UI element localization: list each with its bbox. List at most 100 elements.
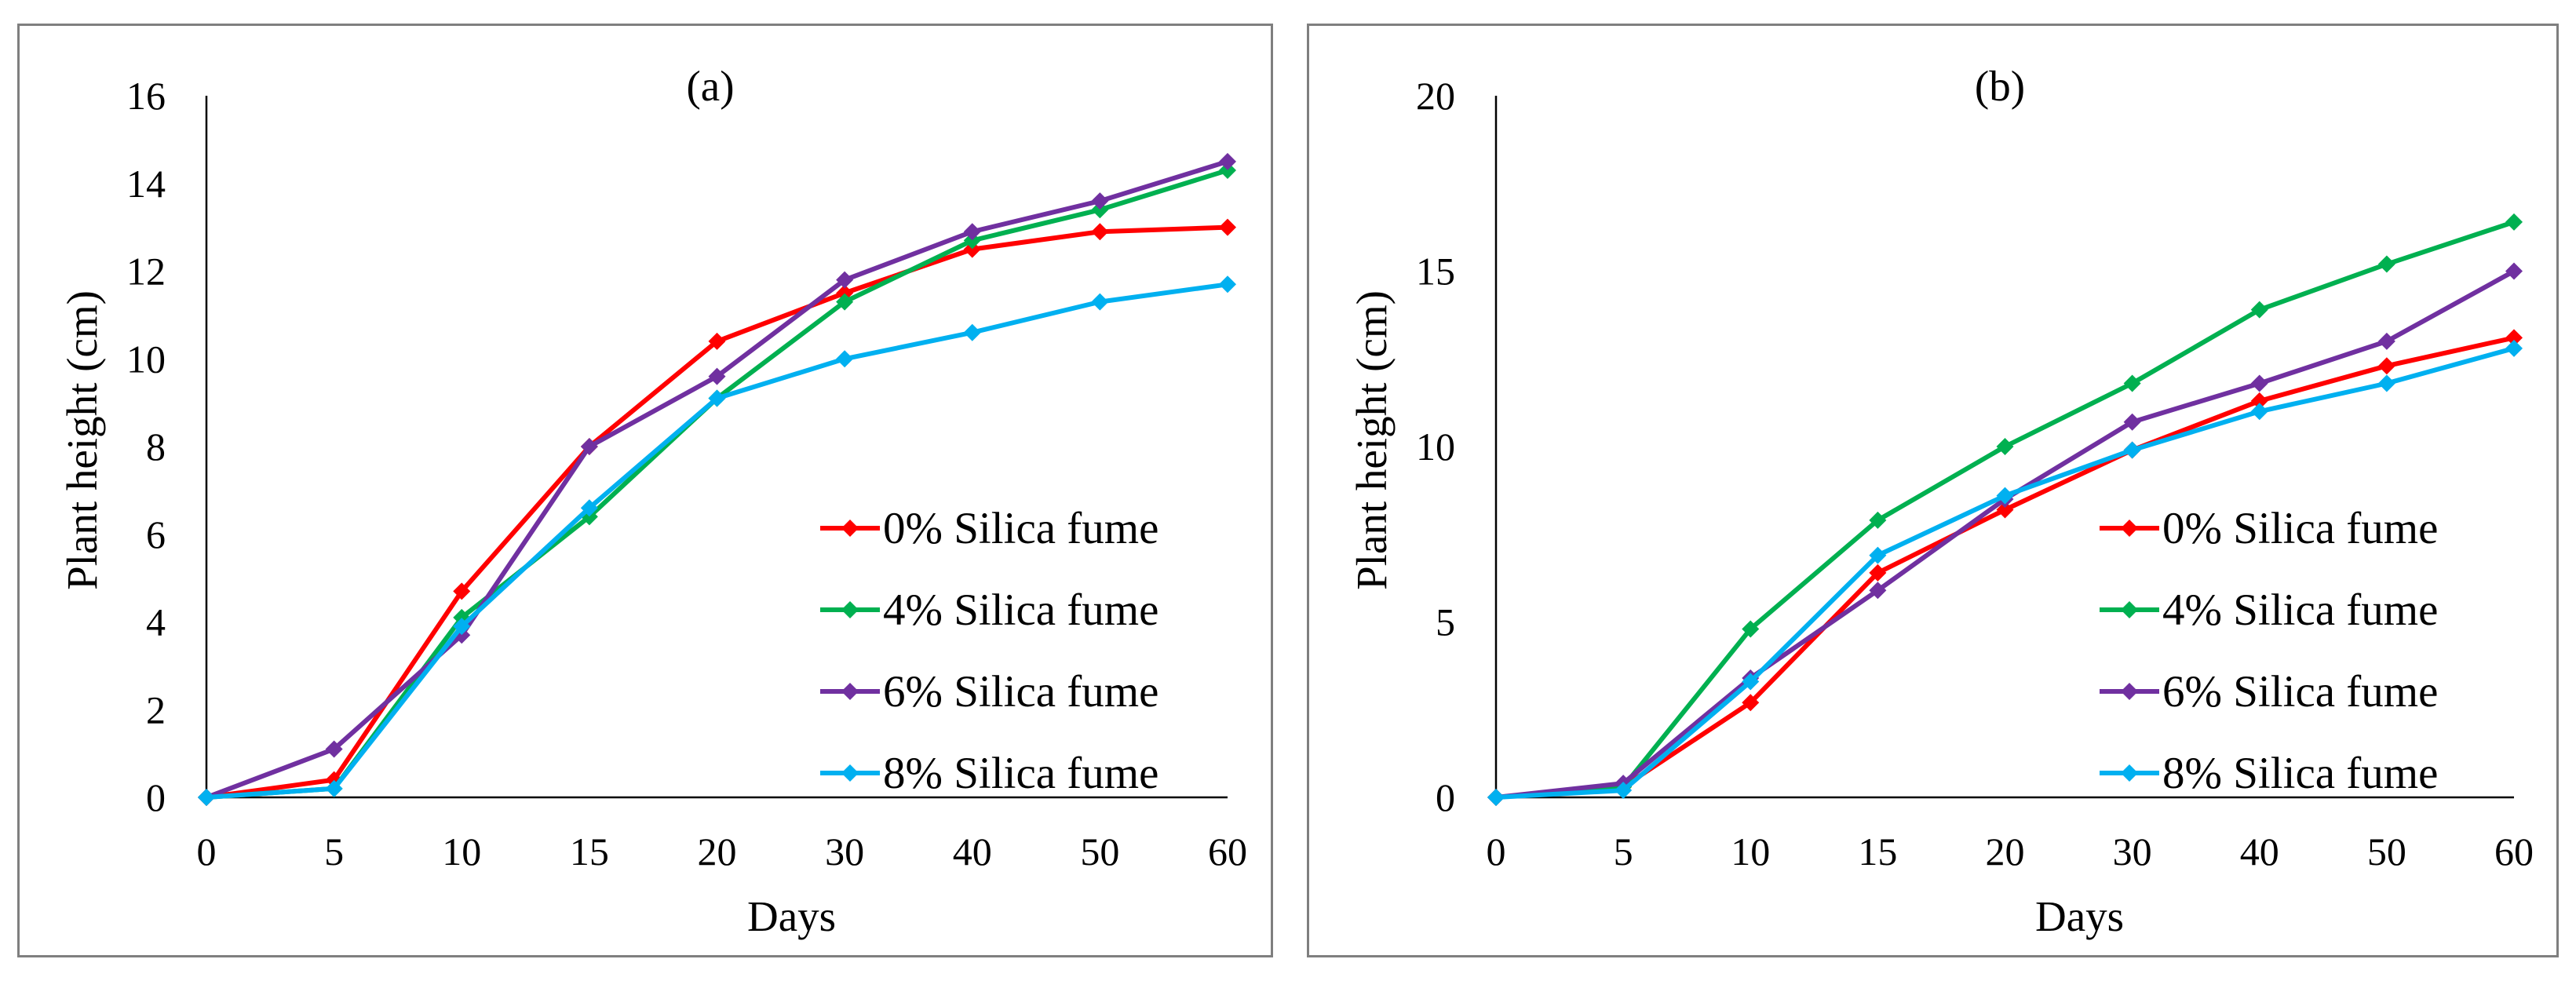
chart-a-y-tick-label: 16 (126, 74, 166, 118)
chart-b-data-point (2505, 213, 2523, 231)
chart-a-y-tick-label: 12 (126, 250, 166, 294)
chart-panel-a: 0 2 4 6 8 10 12 14 16 0 5 10 15 20 30 40 50 60 Days Plant h… (17, 24, 1273, 957)
chart-a-data-point (1091, 192, 1109, 210)
chart-a-x-tick-label: 50 (1080, 830, 1119, 873)
chart-b-legend-label: 6% Silica fume (2162, 667, 2438, 717)
chart-a-data-point (1091, 293, 1109, 311)
chart-panel-b: 0 5 10 15 20 0 5 10 15 20 30 40 50 60 Days Plant height… (1307, 24, 2559, 957)
chart-b-data-point (2123, 374, 2141, 392)
chart-a: 0 2 4 6 8 10 12 14 16 0 5 10 15 20 30 40 50 60 Days Plant h… (58, 62, 1247, 940)
chart-b-data-point (2123, 441, 2141, 459)
chart-a-legend-label: 0% Silica fume (883, 504, 1158, 553)
chart-a-data-point (1219, 275, 1236, 294)
chart-b-x-tick-label: 60 (2494, 830, 2534, 873)
chart-b-series-line (1495, 345, 2515, 800)
chart-b-legend-label: 8% Silica fume (2162, 749, 2438, 798)
chart-a-data-point (580, 499, 598, 517)
chart-a-data-point (1219, 161, 1236, 179)
chart-b-data-point (2123, 413, 2141, 431)
chart-b-data-point (1996, 501, 2014, 519)
chart-b-x-tick-label: 40 (2240, 830, 2279, 873)
chart-a-x-tick-label: 60 (1208, 830, 1247, 873)
chart-b-data-point (1742, 620, 1760, 638)
chart-b-data-point (1487, 789, 1505, 806)
chart-a-y-axis-title: Plant height (cm) (58, 290, 106, 590)
chart-a-data-point (836, 271, 854, 289)
chart-b-data-point (1996, 438, 2014, 455)
chart-a-data-point (198, 789, 215, 806)
chart-b-x-tick-label: 10 (1731, 830, 1770, 873)
chart-b-y-tick-label: 10 (1416, 425, 1455, 469)
chart-b: 0 5 10 15 20 0 5 10 15 20 30 40 50 60 Days Plant height… (1348, 62, 2534, 940)
chart-b-y-tick-label: 20 (1416, 74, 1455, 118)
chart-b-x-tick-label: 50 (2367, 830, 2406, 873)
chart-b-data-point (1742, 694, 1760, 712)
chart-b-x-tick-label: 30 (2113, 830, 2152, 873)
chart-a-x-tick-label: 20 (698, 830, 737, 873)
chart-a-x-tick-label: 0 (197, 830, 217, 873)
chart-a-data-point (1091, 201, 1109, 219)
chart-b-data-point (2377, 255, 2395, 273)
chart-a-data-point (708, 389, 726, 407)
chart-b-data-point (2250, 392, 2268, 410)
chart-b-data-point (2505, 262, 2523, 280)
chart-b-data-point (2505, 329, 2523, 347)
chart-a-data-point (1091, 223, 1109, 241)
chart-b-data-point (1869, 546, 1887, 564)
chart-a-title: (a) (686, 62, 734, 110)
chart-a-data-point (580, 438, 598, 455)
chart-b-title: (b) (1975, 62, 2025, 110)
chart-a-y-tick-label: 14 (126, 162, 166, 206)
chart-a-data-point (836, 293, 854, 311)
chart-b-data-point (1742, 673, 1760, 691)
chart-a-data-point (325, 740, 343, 758)
chart-b-legend-label: 4% Silica fume (2162, 585, 2438, 635)
chart-b-data-point (1996, 487, 2014, 505)
chart-a-legend-marker (841, 601, 859, 618)
chart-a-x-axis-title: Days (747, 892, 836, 940)
chart-a-data-point (453, 618, 471, 636)
chart-b-y-axis-title: Plant height (cm) (1348, 290, 1396, 590)
chart-a-legend-label: 4% Silica fume (883, 585, 1158, 635)
chart-b-legend-marker (2121, 520, 2138, 537)
chart-b-data-point (1869, 563, 1887, 582)
chart-b-legend-marker (2121, 764, 2138, 782)
chart-a-legend-marker (841, 683, 859, 700)
chart-a-data-point (325, 779, 343, 797)
chart-b-data-point (1869, 511, 1887, 529)
chart-a-data-point (708, 332, 726, 350)
chart-b-data-point (1615, 782, 1633, 800)
chart-a-x-tick-label: 10 (442, 830, 481, 873)
chart-a-data-point (836, 350, 854, 368)
chart-a-data-point (963, 323, 981, 341)
chart-b-series-line (1495, 335, 2515, 800)
chart-b-x-axis-title: Days (2035, 892, 2124, 940)
chart-b-data-point (2505, 339, 2523, 357)
chart-a-legend-marker (841, 764, 859, 782)
chart-a-data-point (453, 582, 471, 600)
chart-b-data-point (2250, 403, 2268, 421)
chart-b-data-point (1869, 582, 1887, 600)
chart-a-legend-label: 8% Silica fume (883, 749, 1158, 798)
chart-b-data-point (2377, 332, 2395, 350)
chart-b-legend-label: 0% Silica fume (2162, 504, 2438, 553)
chart-a-data-point (963, 223, 981, 241)
chart-a-legend-label: 6% Silica fume (883, 667, 1158, 717)
chart-b-y-tick-label: 5 (1436, 600, 1455, 644)
chart-b-data-point (2250, 301, 2268, 319)
chart-b-legend-marker (2121, 683, 2138, 700)
chart-b-x-tick-label: 0 (1487, 830, 1506, 873)
chart-b-data-point (2250, 374, 2268, 392)
chart-a-x-tick-label: 15 (570, 830, 609, 873)
chart-b-x-tick-label: 5 (1614, 830, 1633, 873)
chart-a-y-tick-label: 6 (146, 512, 166, 556)
chart-a-x-tick-label: 30 (825, 830, 864, 873)
chart-b-legend-marker (2121, 601, 2138, 618)
chart-b-x-tick-label: 20 (1986, 830, 2025, 873)
chart-b-x-tick-label: 15 (1858, 830, 1897, 873)
chart-a-x-tick-label: 5 (324, 830, 344, 873)
chart-b-y-tick-label: 0 (1436, 775, 1455, 819)
chart-b-data-point (2377, 357, 2395, 375)
chart-a-y-tick-label: 2 (146, 687, 166, 731)
chart-a-y-tick-label: 0 (146, 775, 166, 819)
